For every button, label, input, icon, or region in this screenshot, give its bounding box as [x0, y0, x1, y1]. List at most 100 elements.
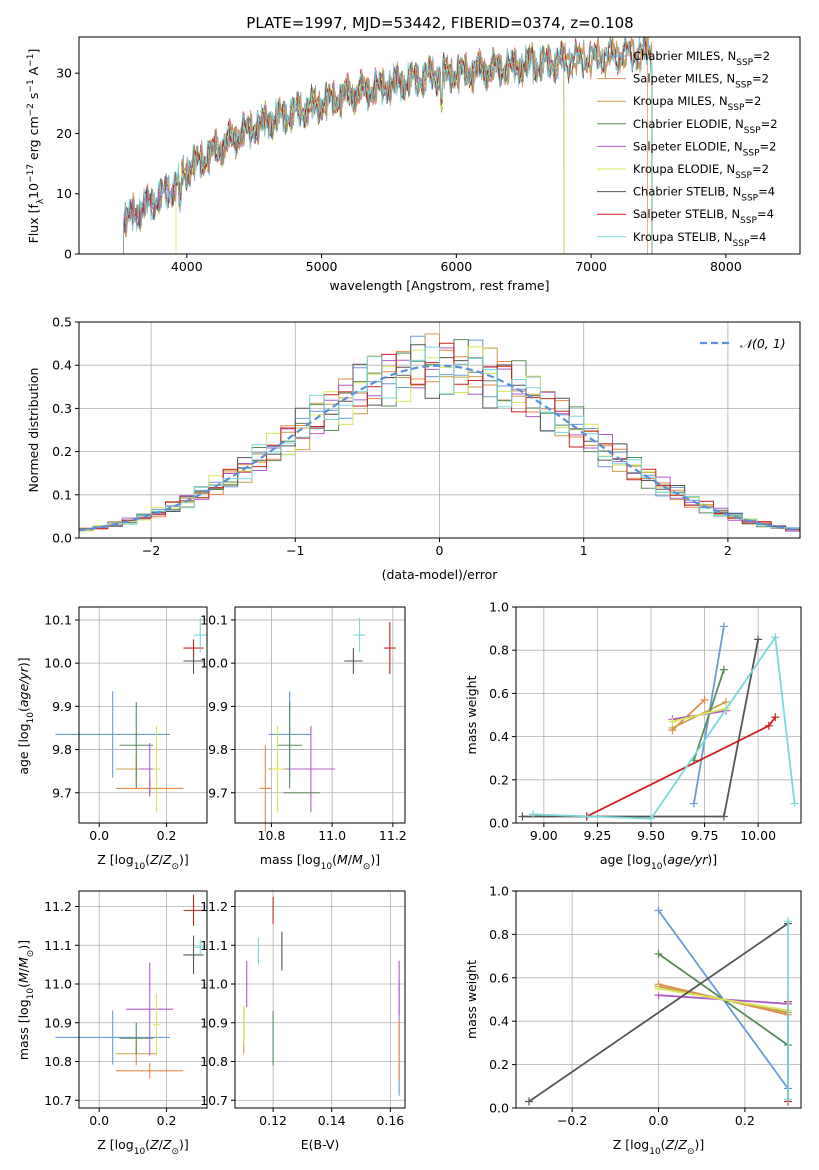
spectrum-series [123, 37, 653, 254]
x-tick-label: −2 [142, 543, 160, 558]
panel-massweight_vs_age: 9.00 9.25 9.50 9.75 10.00 0.0 0.2 0.4 0.6 0.8 1.0 m… [464, 600, 802, 872]
x-axis-label: wavelength [Angstrom, rest frame] [329, 278, 549, 293]
weight-series [658, 987, 789, 1012]
y-tick-label: 0.4 [489, 729, 509, 744]
weight-marker [754, 635, 763, 644]
y-tick-label: 11.2 [200, 899, 228, 914]
weight-marker [790, 799, 799, 808]
y-tick-label: 0.3 [52, 401, 72, 416]
weight-marker [654, 949, 663, 958]
y-tick-label: 11.0 [200, 977, 228, 992]
x-tick-label: 2 [724, 543, 732, 558]
y-tick-label: 9.8 [208, 742, 228, 757]
y-tick-label: 30 [56, 66, 72, 81]
y-tick-label: 11.0 [44, 977, 72, 992]
panel-residuals: −2 −1 0 1 2 0.0 0.1 0.2 0.3 0.4 0.5 (data-model)/er… [26, 315, 801, 582]
y-axis-label: Flux [fλ10−17 erg cm−2 s−1 A−1] [26, 49, 46, 244]
legend-label: Kroupa ELODIE, NSSP=2 [633, 162, 769, 181]
y-tick-label: 10.9 [44, 1015, 72, 1030]
y-tick-label: 1.0 [489, 884, 509, 899]
spectrum-series [123, 37, 653, 254]
weight-marker [518, 812, 527, 821]
y-tick-label: 9.8 [52, 742, 72, 757]
x-tick-label: 0.2 [157, 1113, 177, 1128]
x-tick-label: 4000 [171, 259, 203, 274]
y-tick-label: 0.6 [489, 970, 509, 985]
y-tick-label: 10.8 [200, 1054, 228, 1069]
x-axis-label: (data-model)/error [382, 567, 499, 582]
y-tick-label: 0 [64, 247, 72, 262]
weight-marker [524, 1097, 533, 1106]
weight-marker [529, 810, 538, 819]
plot-frame [78, 890, 208, 1109]
y-tick-label: 0.2 [489, 772, 509, 787]
x-tick-label: 0.2 [157, 828, 177, 843]
figure-title: PLATE=1997, MJD=53442, FIBERID=0374, z=0… [246, 14, 633, 32]
x-tick-label: 0.16 [376, 1113, 404, 1128]
y-tick-label: 0.0 [489, 1101, 509, 1116]
plot-frame [78, 606, 208, 824]
y-tick-label: 10.8 [44, 1054, 72, 1069]
weight-series [528, 922, 789, 1103]
y-axis-label: mass weight [464, 675, 479, 754]
y-tick-label: 0.2 [52, 444, 72, 459]
weight-marker [764, 721, 773, 730]
normal-curve [78, 364, 801, 532]
legend-label: Salpeter STELIB, NSSP=4 [633, 207, 774, 226]
x-axis-label: Z [log10(Z/Z⊙)] [97, 1137, 189, 1157]
weight-marker [668, 717, 677, 726]
y-tick-label: 10.7 [44, 1093, 72, 1108]
y-tick-label: 10.7 [200, 1093, 228, 1108]
x-tick-label: 5000 [306, 259, 338, 274]
weight-marker [771, 713, 780, 722]
y-tick-label: 9.7 [52, 785, 72, 800]
weight-marker [719, 665, 728, 674]
y-axis-label: Normed distribution [26, 368, 41, 493]
weight-series [522, 639, 759, 818]
y-tick-label: 10.9 [200, 1015, 228, 1030]
x-axis-label: mass [log10(M/M⊙)] [260, 852, 380, 872]
y-tick-label: 10.1 [44, 612, 72, 627]
legend-label: Chabrier MILES, NSSP=2 [633, 49, 770, 68]
weight-series [533, 634, 796, 820]
y-tick-label: 0.1 [52, 487, 72, 502]
x-tick-label: 9.25 [584, 828, 612, 843]
panel-mass_vs_EBV: 0.12 0.14 0.16 10.7 10.8 10.9 11.0 11.1 11.2 E(B-… [200, 890, 406, 1152]
x-tick-label: 0 [436, 543, 444, 558]
weight-marker [647, 814, 655, 823]
x-tick-label: 0.2 [735, 1113, 755, 1128]
plot-frame [515, 606, 802, 824]
legend-label: 𝒩(0, 1) [740, 336, 786, 351]
weight-marker [700, 695, 709, 704]
y-axis-label: mass [log10(M/M⊙)] [16, 940, 36, 1060]
x-tick-label: −0.2 [557, 1113, 587, 1128]
legend-label: Kroupa MILES, NSSP=2 [633, 94, 761, 113]
y-tick-label: 11.1 [200, 938, 228, 953]
x-tick-label: 1 [580, 543, 588, 558]
x-tick-label: 11.0 [318, 828, 346, 843]
weight-series [586, 716, 777, 818]
x-tick-label: 10.8 [258, 828, 286, 843]
panel-age_vs_Z: 0.0 0.2 9.7 9.8 9.9 10.0 10.1 Z [log10(Z/Z⊙)] ag… [16, 606, 208, 872]
legend-label: Chabrier STELIB, NSSP=4 [633, 185, 775, 204]
y-tick-label: 0.5 [52, 315, 72, 330]
y-tick-label: 10.0 [44, 656, 72, 671]
x-tick-label: 9.50 [637, 828, 665, 843]
legend-label: Chabrier ELODIE, NSSP=2 [633, 117, 778, 136]
x-tick-label: 6000 [440, 259, 472, 274]
x-axis-label: age [log10(age/yr)] [600, 852, 717, 872]
x-tick-label: 9.00 [530, 828, 558, 843]
legend-label: Salpeter MILES, NSSP=2 [633, 72, 769, 91]
x-axis-label: Z [log10(Z/Z⊙)] [97, 852, 189, 872]
weight-marker [689, 799, 698, 808]
x-tick-label: 0.0 [649, 1113, 669, 1128]
x-tick-label: 0.0 [89, 828, 109, 843]
y-tick-label: 11.1 [44, 938, 72, 953]
y-tick-label: 0.2 [489, 1057, 509, 1072]
y-tick-label: 9.7 [208, 785, 228, 800]
y-tick-label: 0.6 [489, 686, 509, 701]
x-tick-label: 11.2 [379, 828, 407, 843]
y-tick-label: 0.4 [52, 358, 72, 373]
y-tick-label: 20 [56, 126, 72, 141]
weight-marker [784, 917, 793, 926]
